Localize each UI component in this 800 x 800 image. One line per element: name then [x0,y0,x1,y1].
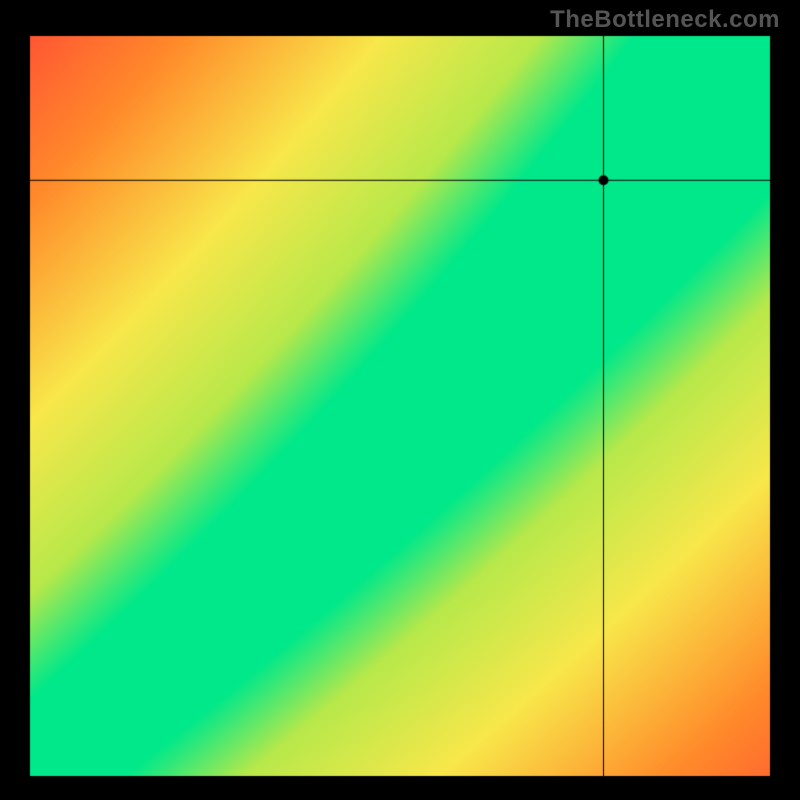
watermark-text: TheBottleneck.com [550,6,780,34]
bottleneck-heatmap [0,0,800,800]
chart-container: TheBottleneck.com [0,0,800,800]
